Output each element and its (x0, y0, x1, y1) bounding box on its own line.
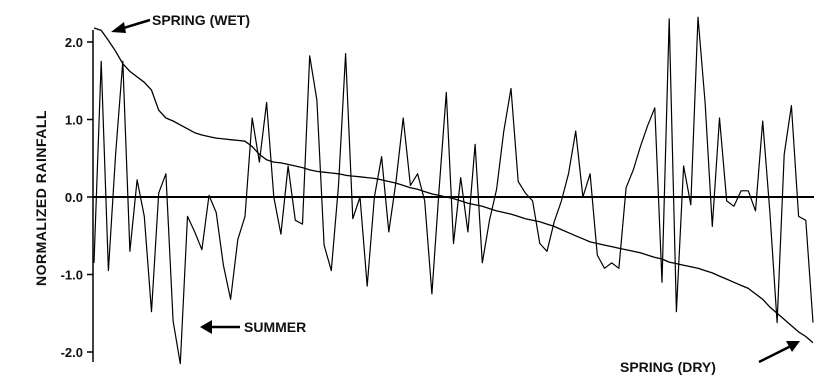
arrow-summer (200, 320, 240, 334)
annotation-spring-dry: SPRING (DRY) (620, 359, 716, 375)
annotation-summer: SUMMER (244, 319, 306, 335)
y-tick-label: -1.0 (61, 268, 83, 283)
y-axis-label: NORMALIZED RAINFALL (33, 110, 49, 286)
series-line-sorted (93, 27, 814, 344)
arrow-spring-wet (111, 18, 151, 33)
y-tick-label: -2.0 (61, 345, 83, 360)
series-line-fluctuating (93, 16, 814, 365)
y-tick-label: 0.0 (65, 190, 83, 205)
arrow-spring-dry (758, 341, 800, 364)
y-axis (87, 30, 94, 362)
y-tick-labels: 2.0 1.0 0.0 -1.0 -2.0 (61, 35, 83, 360)
y-tick-label: 1.0 (65, 113, 83, 128)
annotation-spring-wet: SPRING (WET) (152, 12, 250, 28)
y-tick-label: 2.0 (65, 35, 83, 50)
series-layer (93, 16, 814, 365)
